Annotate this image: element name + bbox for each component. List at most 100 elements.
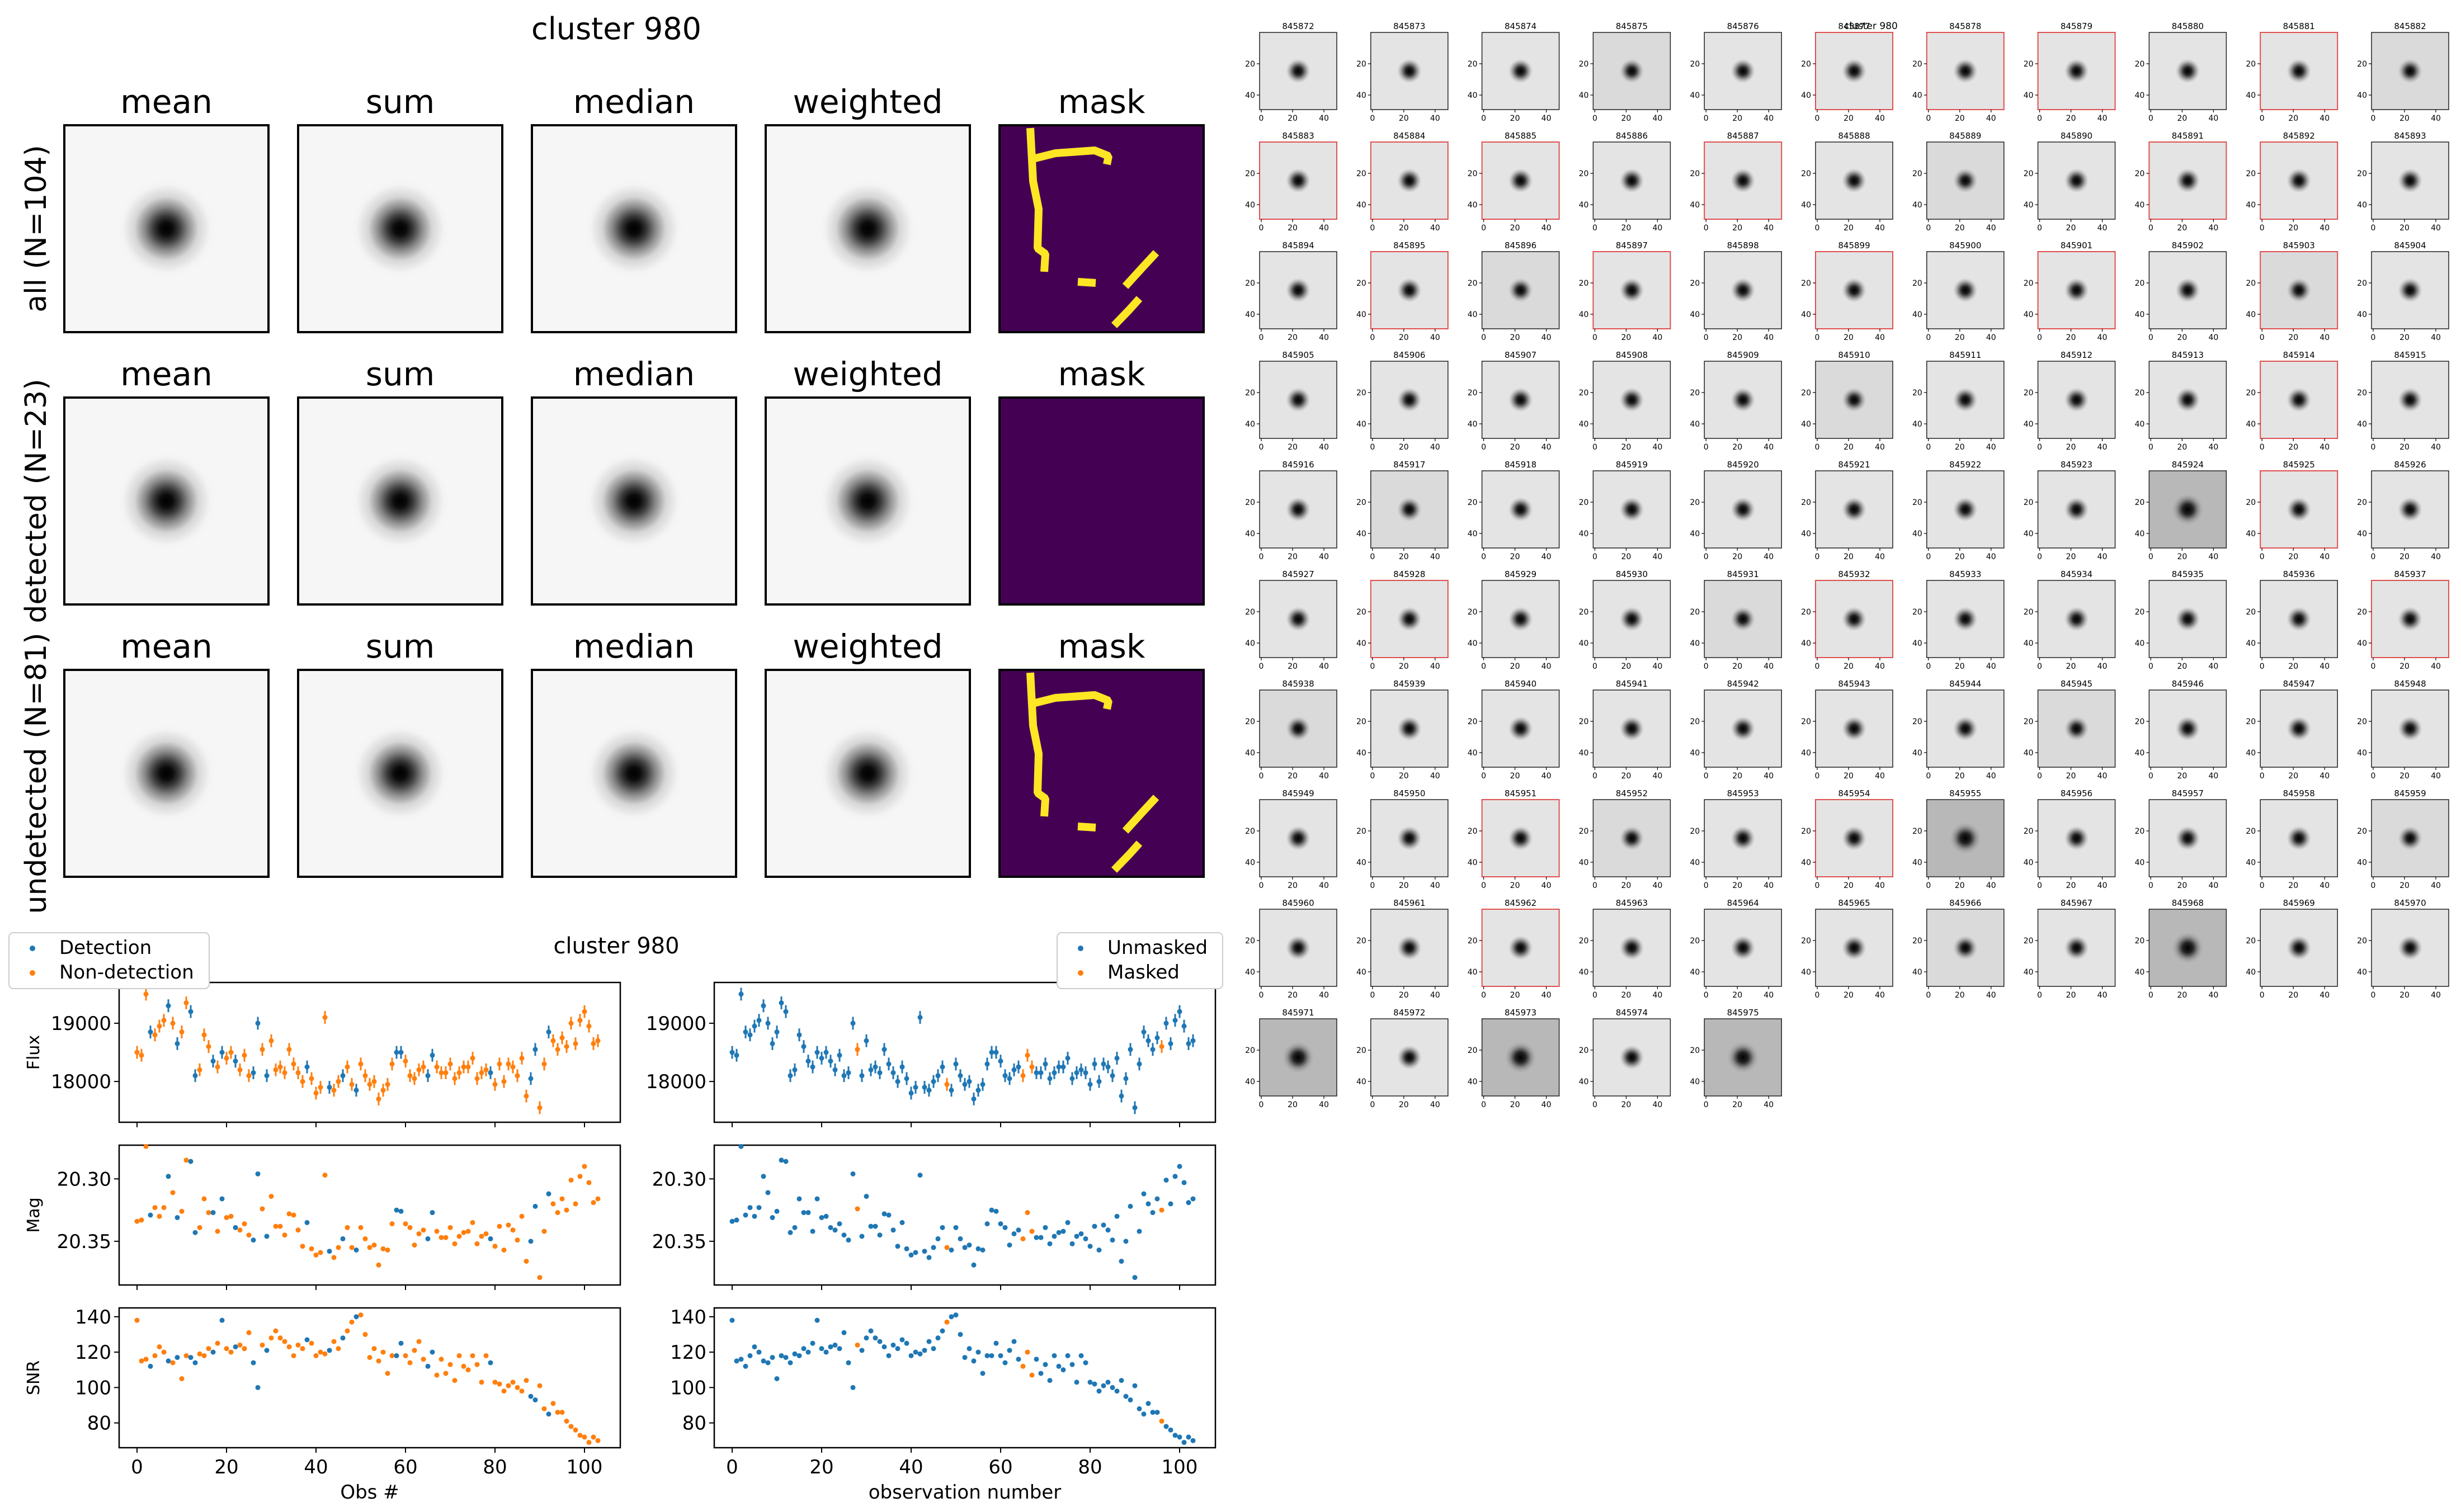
stamp-psf — [1619, 607, 1644, 631]
stamp-tick-label: 20 — [1690, 389, 1700, 398]
data-point — [1087, 1379, 1093, 1385]
stamp-tick-label: 0 — [1926, 881, 1931, 890]
stamp-tick-label: 20 — [1245, 169, 1255, 178]
stamp-id: 845930 — [1616, 569, 1648, 579]
stamp-tick-label: 0 — [1481, 443, 1486, 452]
data-point — [1047, 1076, 1053, 1081]
stamp-tick-label: 20 — [2399, 991, 2410, 1000]
stamp-image — [1926, 909, 2005, 987]
stamp-tick-label: 40 — [2097, 881, 2108, 890]
data-point — [175, 1041, 180, 1046]
stamp-psf — [1842, 388, 1866, 412]
stamp-tick-label: 40 — [2246, 749, 2256, 758]
stamp-tick-label: 20 — [1468, 60, 1478, 69]
stamp-tick-label: 40 — [1430, 881, 1440, 890]
stamp-tick-label: 40 — [1468, 201, 1478, 210]
data-point — [376, 1358, 381, 1364]
stamp-tick-label: 20 — [1912, 608, 1922, 617]
stamp-tick-label: 20 — [2288, 662, 2298, 671]
stamp-tick-label: 40 — [1764, 881, 1774, 890]
data-point — [971, 1358, 977, 1364]
data-point — [1083, 1360, 1088, 1365]
data-point — [931, 1079, 936, 1084]
data-point — [447, 1362, 453, 1367]
x-tick-label: 60 — [988, 1456, 1012, 1478]
stamp-tick-label: 40 — [1468, 639, 1478, 648]
data-point — [899, 1064, 905, 1070]
data-point — [532, 1203, 538, 1209]
stamp-tick-label: 40 — [2357, 420, 2367, 429]
stamp-id: 845922 — [1949, 460, 1981, 470]
stamp-tick-label: 20 — [1356, 389, 1366, 398]
stamp-tick-label: 40 — [1801, 201, 1811, 210]
data-point — [962, 1245, 968, 1250]
column-header-2: median — [573, 83, 695, 121]
data-point — [161, 1349, 167, 1355]
stamp-tick-label: 20 — [1844, 114, 1854, 123]
stamp-tick-label: 40 — [1690, 639, 1700, 648]
stamp-tick-label: 0 — [1592, 114, 1597, 123]
stamp-id: 845945 — [2061, 679, 2092, 689]
data-point — [228, 1213, 234, 1219]
data-point — [524, 1378, 529, 1383]
stamp-tick-label: 40 — [2357, 530, 2367, 538]
data-point — [1069, 1362, 1075, 1367]
stamp-psf — [1953, 607, 1978, 631]
stamp-tick-label: 20 — [1690, 279, 1700, 288]
stamp-psf — [1953, 497, 1978, 522]
stamp-tick-label: 20 — [2024, 717, 2034, 726]
stamp-tick-label: 40 — [1764, 552, 1774, 561]
data-point — [192, 1360, 198, 1365]
stamp-tick-label: 0 — [1704, 1100, 1709, 1109]
stamp-tick-label: 40 — [2024, 639, 2034, 648]
stamp-tick-label: 40 — [1652, 114, 1662, 123]
stamp-psf — [2064, 388, 2089, 412]
data-point — [282, 1070, 287, 1075]
stamp-tick-label: 0 — [1815, 991, 1820, 1000]
stamp-tick-label: 40 — [1579, 1078, 1589, 1086]
stamp-tick-label: 20 — [1399, 552, 1409, 561]
data-point — [416, 1339, 422, 1344]
stamp-tick-label: 40 — [2208, 224, 2218, 233]
data-point — [841, 1330, 847, 1335]
stamp-tick-label: 40 — [1986, 114, 1996, 123]
data-point — [398, 1208, 404, 1214]
stamp-psf — [2398, 716, 2422, 741]
stamp-tick-label: 0 — [2148, 552, 2153, 561]
stamp-id: 845929 — [1505, 569, 1536, 579]
data-point — [564, 1419, 569, 1424]
stamp-tick-label: 40 — [1690, 201, 1700, 210]
stamp-tick-label: 20 — [1801, 60, 1811, 69]
stamp-tick-label: 20 — [2066, 224, 2076, 233]
stamp-psf — [1619, 935, 1644, 960]
data-point — [796, 1032, 802, 1038]
stamp-tick-label: 0 — [2371, 114, 2376, 123]
stamp-id: 845944 — [1949, 679, 1981, 689]
data-point — [922, 1085, 927, 1090]
data-point — [447, 1061, 453, 1067]
data-point — [1150, 1210, 1156, 1216]
stamp-tick-label: 20 — [2288, 772, 2298, 781]
y-tick-label: 140 — [670, 1306, 706, 1329]
stamp-tick-label: 40 — [1356, 639, 1366, 648]
x-tick-label: 40 — [304, 1456, 328, 1478]
data-point — [148, 1363, 153, 1369]
data-point — [788, 1073, 793, 1079]
data-point — [1110, 1073, 1115, 1079]
stamp-tick-label: 0 — [2037, 333, 2042, 342]
stamp-tick-label: 20 — [1468, 827, 1478, 836]
data-point — [908, 1252, 914, 1258]
data-point — [926, 1339, 932, 1344]
stamp-tick-label: 40 — [1356, 1078, 1366, 1086]
stamp-tick-label: 40 — [2024, 91, 2034, 100]
stamp-tick-label: 40 — [1541, 443, 1552, 452]
data-point — [993, 1340, 999, 1346]
y-tick-label: 19000 — [646, 1013, 706, 1035]
data-point — [1137, 1406, 1142, 1411]
data-point — [201, 1353, 207, 1358]
data-point — [532, 1047, 538, 1052]
